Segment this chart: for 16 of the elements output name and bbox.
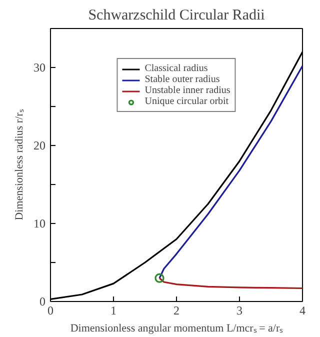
x-tick-label: 4 [300,304,306,318]
x-tick-label: 3 [236,304,242,318]
legend-label: Classical radius [144,63,208,74]
x-tick-label: 1 [110,304,116,318]
line-series [158,277,302,290]
y-axis-title: Dimensionless radius r/rₛ [14,108,26,220]
chart-title: Schwarzschild Circular Radii [88,8,265,24]
legend-label: Stable outer radius [144,74,220,85]
legend-label: Unique circular orbit [144,96,229,107]
y-tick-label: 30 [34,60,46,74]
x-axis-title: Dimensionless angular momentum L/mcrₛ = a/rₛ [70,322,284,334]
y-tick-label: 10 [34,216,46,230]
y-tick-label: 20 [34,138,46,152]
x-tick-label: 2 [174,304,180,318]
y-tick-label: 0 [40,294,46,308]
legend-label: Unstable inner radius [144,85,230,96]
